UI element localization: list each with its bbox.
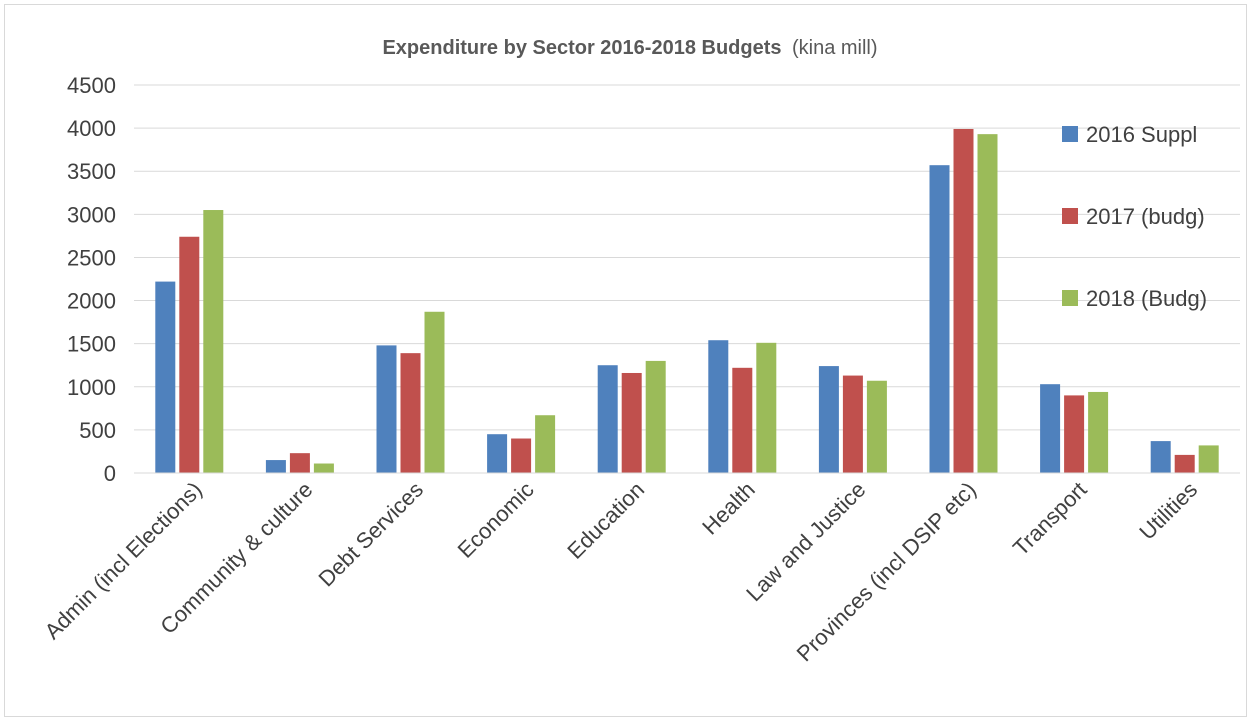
x-category-label: Provinces (incl DSIP etc) xyxy=(792,477,981,666)
legend-label: 2017 (budg) xyxy=(1086,204,1205,229)
bar xyxy=(622,373,642,473)
bar xyxy=(377,345,397,473)
bar xyxy=(203,210,223,473)
x-category-label: Transport xyxy=(1008,477,1092,561)
bar xyxy=(1088,392,1108,473)
y-axis-tick-labels: 0 500 1000 1500 2000 2500 3000 3500 4000 4500 xyxy=(67,73,116,486)
x-category-label: Economic xyxy=(453,477,539,563)
bar xyxy=(1175,455,1195,473)
y-tick-label: 1500 xyxy=(67,332,116,357)
legend-label: 2018 (Budg) xyxy=(1086,286,1207,311)
y-tick-label: 2500 xyxy=(67,245,116,270)
legend-swatch xyxy=(1062,290,1078,306)
y-tick-label: 3500 xyxy=(67,159,116,184)
bar xyxy=(266,460,286,473)
y-tick-label: 500 xyxy=(79,418,116,443)
y-tick-label: 0 xyxy=(104,461,116,486)
bar xyxy=(598,365,618,473)
y-tick-label: 4500 xyxy=(67,73,116,98)
bar xyxy=(487,434,507,473)
bar xyxy=(978,134,998,473)
y-tick-label: 4000 xyxy=(67,116,116,141)
bar xyxy=(1151,441,1171,473)
x-category-label: Education xyxy=(562,477,649,564)
bar xyxy=(535,415,555,473)
bar xyxy=(756,343,776,473)
bar xyxy=(819,366,839,473)
bar xyxy=(843,376,863,473)
bar xyxy=(1064,395,1084,473)
bar xyxy=(1199,445,1219,473)
bar xyxy=(290,453,310,473)
y-tick-label: 1000 xyxy=(67,375,116,400)
bar xyxy=(179,237,199,473)
chart-title-unit: (kina mill) xyxy=(792,37,878,59)
x-axis: Admin (incl Elections)Community & cultur… xyxy=(40,473,1240,666)
bar xyxy=(732,368,752,473)
legend-swatch xyxy=(1062,208,1078,224)
legend-label: 2016 Suppl xyxy=(1086,122,1197,147)
bar xyxy=(425,312,445,473)
x-category-label: Health xyxy=(697,477,760,540)
x-category-label: Debt Services xyxy=(314,477,429,592)
chart-title-main: Expenditure by Sector 2016-2018 Budgets xyxy=(382,37,781,59)
legend-swatch xyxy=(1062,126,1078,142)
legend: 2016 Suppl 2017 (budg) 2018 (Budg) xyxy=(1062,122,1207,311)
y-tick-label: 2000 xyxy=(67,289,116,314)
bar xyxy=(1040,384,1060,473)
x-category-label: Law and Justice xyxy=(741,477,870,606)
x-category-label: Utilities xyxy=(1134,477,1202,545)
bar xyxy=(646,361,666,473)
bar xyxy=(314,464,334,473)
bar xyxy=(511,439,531,473)
chart-title: Expenditure by Sector 2016-2018 Budgets … xyxy=(382,37,877,59)
bar xyxy=(867,381,887,473)
bar xyxy=(954,129,974,473)
bar xyxy=(401,353,421,473)
bar xyxy=(930,165,950,473)
bar xyxy=(708,340,728,473)
y-tick-label: 3000 xyxy=(67,202,116,227)
bar xyxy=(155,282,175,473)
